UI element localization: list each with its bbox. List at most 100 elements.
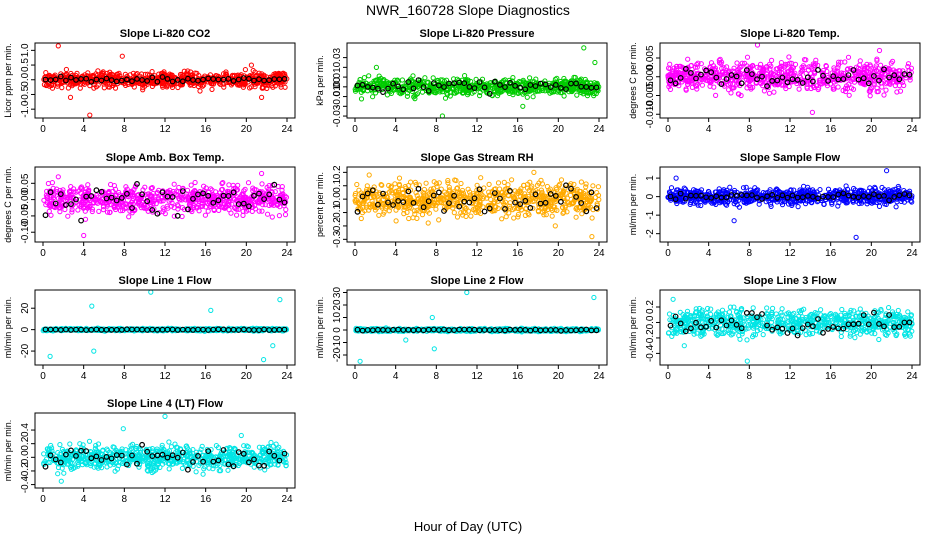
- data-point: [481, 185, 487, 191]
- data-point: [406, 215, 412, 222]
- panel-4-points: [41, 170, 290, 239]
- panel-2-y-axis-label: kPa per min.: [315, 55, 325, 106]
- y-tick-label: 0.05: [20, 173, 31, 193]
- data-point: [857, 58, 863, 64]
- data-point: [527, 75, 533, 81]
- data-point: [835, 84, 841, 90]
- panel-1-title: Slope Li-820 CO2: [120, 28, 210, 40]
- outlier-point: [552, 223, 558, 229]
- data-point: [376, 212, 382, 218]
- x-tick-label: 16: [825, 248, 837, 259]
- data-point: [754, 64, 760, 70]
- panel-4-y-axis-label: degrees C per min.: [3, 166, 13, 243]
- x-tick-label: 20: [553, 124, 565, 135]
- data-point: [771, 89, 777, 95]
- data-point: [202, 212, 208, 218]
- data-point: [744, 54, 751, 60]
- outlier-point: [55, 174, 61, 180]
- data-point: [358, 215, 364, 222]
- panel-6-y-axis-label: ml/min per min.: [628, 174, 638, 236]
- data-point: [95, 68, 101, 74]
- data-point: [269, 214, 275, 220]
- data-point: [396, 175, 403, 181]
- panel-5-title: Slope Gas Stream RH: [420, 152, 533, 164]
- data-point: [68, 184, 74, 190]
- data-point: [668, 185, 675, 191]
- panel-1-y-axis-label: Licor ppm per min.: [3, 43, 13, 118]
- data-point: [361, 75, 367, 81]
- panel-1-points: [41, 43, 290, 118]
- data-point: [734, 60, 740, 66]
- data-point: [354, 181, 360, 188]
- data-point: [240, 212, 246, 218]
- data-point: [436, 217, 442, 223]
- data-point: [845, 54, 852, 60]
- panel-5-y-axis-label: percent per min.: [315, 172, 325, 237]
- y-tick-label: 1: [645, 175, 656, 181]
- data-point: [795, 204, 801, 210]
- x-tick-label: 12: [471, 124, 483, 135]
- y-tick-label: 0.005: [645, 45, 656, 70]
- data-point: [462, 73, 468, 79]
- panel-3-y-axis-label: degrees C per min.: [628, 42, 638, 119]
- x-tick-label: 12: [471, 248, 483, 259]
- data-point: [561, 93, 567, 99]
- data-point: [590, 183, 596, 189]
- mean-point: [481, 208, 488, 215]
- data-point: [63, 71, 69, 77]
- outlier-point: [520, 103, 526, 109]
- data-point: [589, 215, 595, 221]
- data-point: [282, 212, 289, 218]
- data-point: [366, 73, 372, 79]
- panel-2-title: Slope Li-820 Pressure: [420, 28, 535, 40]
- data-point: [846, 92, 852, 98]
- data-point: [486, 181, 492, 187]
- data-point: [399, 77, 405, 83]
- data-point: [468, 213, 474, 219]
- outlier-point: [809, 109, 816, 116]
- data-point: [425, 220, 431, 226]
- data-point: [478, 175, 484, 181]
- panel-7-points: [40, 289, 290, 363]
- x-tick-label: 24: [906, 124, 918, 135]
- outlier-point: [81, 232, 87, 239]
- data-point: [276, 213, 282, 219]
- data-point: [503, 214, 509, 220]
- data-point: [110, 82, 116, 89]
- data-point: [454, 214, 461, 220]
- data-point: [393, 218, 399, 224]
- data-point: [509, 177, 515, 183]
- data-point: [786, 54, 792, 60]
- data-point: [414, 207, 420, 213]
- data-point: [358, 96, 365, 102]
- x-tick-label: 8: [434, 248, 440, 259]
- data-point: [894, 199, 900, 205]
- outlier-point: [876, 47, 883, 54]
- data-point: [63, 66, 70, 73]
- data-point: [265, 211, 271, 217]
- data-point: [54, 83, 61, 89]
- x-tick-label: 12: [159, 248, 171, 259]
- data-point: [530, 94, 536, 100]
- y-tick-label: 0.0: [20, 72, 31, 86]
- panel-6-title: Slope Sample Flow: [740, 152, 841, 164]
- data-point: [743, 184, 749, 190]
- data-point: [140, 87, 146, 93]
- data-point: [574, 92, 580, 98]
- data-point: [104, 70, 110, 77]
- data-point: [259, 208, 265, 214]
- x-tick-label: 20: [866, 248, 878, 259]
- x-tick-label: 16: [512, 248, 524, 259]
- outlier-point: [531, 169, 537, 175]
- data-point: [384, 92, 390, 98]
- x-tick-label: 16: [825, 124, 837, 135]
- x-tick-label: 8: [122, 248, 128, 259]
- data-point: [357, 77, 363, 83]
- data-point: [197, 88, 203, 94]
- data-point: [259, 181, 265, 187]
- panel-3-points: [665, 42, 915, 116]
- data-point: [85, 182, 91, 188]
- data-point: [228, 210, 234, 216]
